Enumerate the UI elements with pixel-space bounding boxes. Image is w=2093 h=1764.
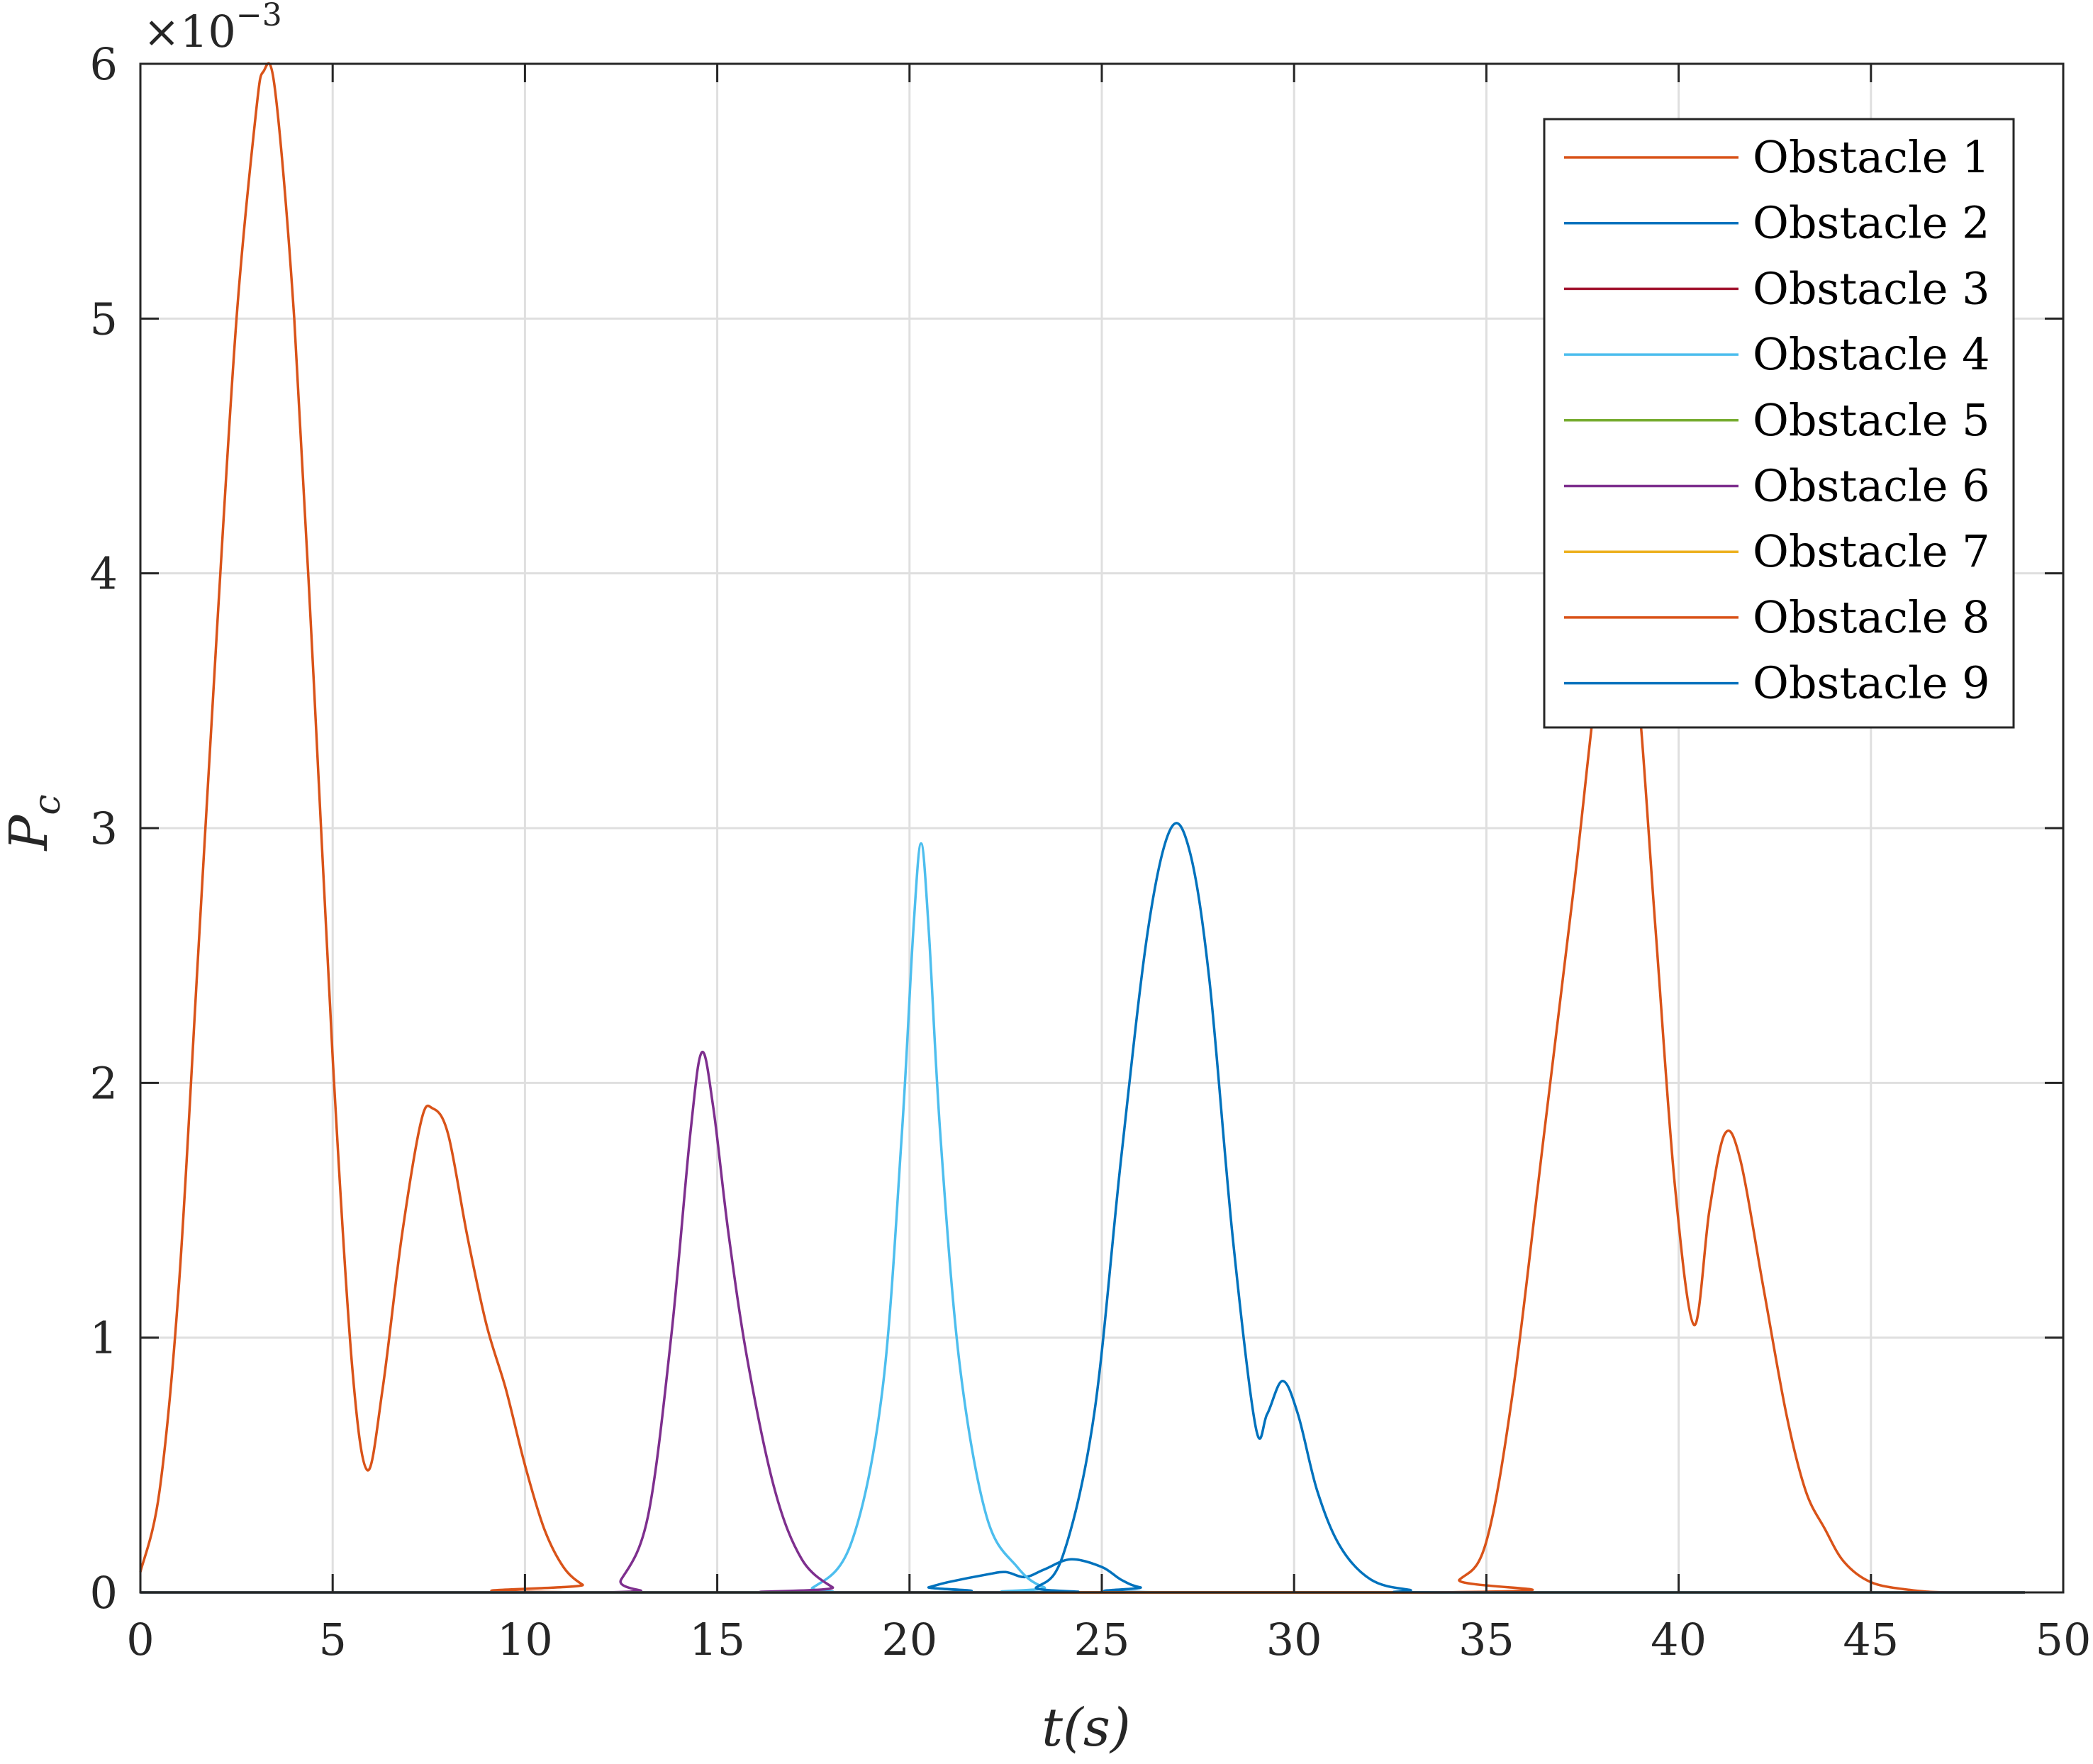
legend-label-obstacle-2: Obstacle 2 [1753, 197, 1990, 249]
x-tick-label: 40 [1651, 1614, 1707, 1665]
legend-label-obstacle-5: Obstacle 5 [1753, 394, 1990, 446]
series-line-obstacle-9 [140, 822, 2025, 1594]
axis-ticks [139, 62, 2065, 1594]
x-axis-title: t(s) [1042, 1697, 1130, 1758]
y-tick-label: 2 [90, 1057, 118, 1109]
x-tick-label: 30 [1266, 1614, 1322, 1665]
x-tick-label: 45 [1843, 1614, 1899, 1665]
legend-label-obstacle-3: Obstacle 3 [1753, 262, 1990, 314]
y-exponent-power: −3 [236, 0, 282, 33]
series-line-obstacle-1 [139, 62, 2025, 1594]
y-tick-label: 3 [90, 803, 118, 854]
y-tick-label: 1 [90, 1312, 118, 1364]
y-tick-labels: 0 1 2 3 4 5 6 [90, 38, 118, 1619]
x-tick-label: 35 [1458, 1614, 1514, 1665]
legend-label-obstacle-4: Obstacle 4 [1753, 328, 1990, 380]
legend-label-obstacle-7: Obstacle 7 [1753, 525, 1990, 577]
y-axis-title: Pc [0, 795, 69, 852]
legend-label-obstacle-9: Obstacle 9 [1753, 657, 1990, 709]
y-tick-label: 4 [90, 548, 118, 600]
legend-label-obstacle-1: Obstacle 1 [1753, 131, 1990, 183]
y-tick-label: 6 [90, 38, 118, 90]
x-tick-label: 25 [1074, 1614, 1130, 1665]
y-axis-title-sub: c [26, 795, 69, 815]
legend-label-obstacle-6: Obstacle 6 [1753, 460, 1990, 512]
x-tick-label: 50 [2036, 1614, 2092, 1665]
y-tick-label: 5 [90, 293, 118, 345]
legend-box [1543, 118, 2015, 729]
legend: Obstacle 1 Obstacle 2 Obstacle 3 Obstacle 4… [1543, 118, 2015, 729]
x-tick-label: 10 [497, 1614, 553, 1665]
y-exponent-label: ×10−3 [143, 0, 282, 57]
y-exponent-base: ×10 [143, 6, 236, 57]
legend-label-obstacle-8: Obstacle 8 [1753, 591, 1990, 643]
x-tick-labels: 0 5 10 15 20 25 30 35 40 45 50 [126, 1614, 2091, 1665]
y-tick-label: 0 [90, 1567, 118, 1619]
x-tick-label: 0 [126, 1614, 154, 1665]
y-axis-title-main: P [0, 814, 60, 852]
series-line-obstacle-8 [140, 571, 2025, 1594]
x-tick-label: 20 [881, 1614, 937, 1665]
x-tick-label: 15 [689, 1614, 745, 1665]
x-tick-label: 5 [318, 1614, 346, 1665]
